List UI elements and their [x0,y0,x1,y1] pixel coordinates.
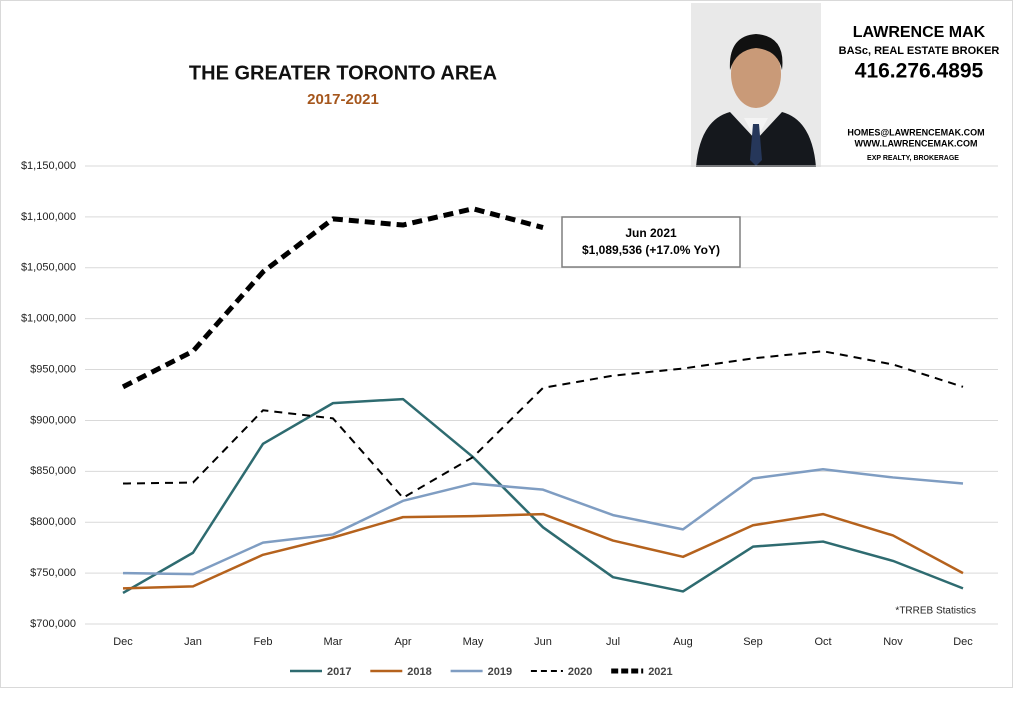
x-tick-label: Oct [814,636,831,648]
series-line [122,350,964,499]
y-tick-label: $1,000,000 [21,313,76,325]
series-line [122,468,964,576]
brand-name: LAWRENCE MAK [853,24,986,41]
brand-company: EXP REALTY, BROKERAGE [867,155,959,162]
source-note: *TRREB Statistics [895,606,976,617]
x-tick-label: Dec [113,636,133,648]
y-tick-label: $950,000 [30,363,76,375]
x-tick-label: Nov [883,636,903,648]
brand-phone: 416.276.4895 [855,60,984,83]
y-tick-label: $1,150,000 [21,160,76,172]
x-tick-label: Mar [324,636,343,648]
photo-face [731,40,781,108]
x-tick-label: Jul [606,636,620,648]
photo [691,3,821,167]
legend-label: 2020 [568,666,592,678]
x-tick-label: Sep [743,636,763,648]
annotation-text: $1,089,536 (+17.0% YoY) [582,243,720,257]
y-tick-label: $700,000 [30,618,76,630]
x-tick-label: Dec [953,636,973,648]
x-tick-label: May [463,636,484,648]
y-tick-label: $1,100,000 [21,211,76,223]
annotation-text: Jun 2021 [625,226,677,240]
brand-email: HOMES@LAWRENCEMAK.COM [847,127,984,137]
chart-title: THE GREATER TORONTO AREA [189,62,497,84]
photo-hair [729,34,783,70]
legend-label: 2021 [648,666,672,678]
series-line [122,512,964,590]
x-tick-label: Jan [184,636,202,648]
legend-label: 2019 [488,666,512,678]
photo-tie [750,124,762,166]
x-tick-label: Jun [534,636,552,648]
chart-frame [0,0,1013,688]
photo-suit [696,112,816,167]
x-tick-label: Feb [254,636,273,648]
series-line [121,206,544,390]
x-tick-label: Aug [673,636,693,648]
x-tick-label: Apr [394,636,411,648]
legend-label: 2018 [407,666,431,678]
y-tick-label: $1,050,000 [21,262,76,274]
y-tick-label: $750,000 [30,567,76,579]
legend-label: 2017 [327,666,351,678]
brand-web: WWW.LAWRENCEMAK.COM [855,138,978,148]
annotation-box [561,216,741,268]
y-tick-label: $900,000 [30,414,76,426]
y-tick-label: $850,000 [30,465,76,477]
brand-role: BASc, REAL ESTATE BROKER [839,45,1000,57]
chart-subtitle: 2017-2021 [307,91,379,108]
series-line [122,397,964,595]
y-tick-label: $800,000 [30,516,76,528]
